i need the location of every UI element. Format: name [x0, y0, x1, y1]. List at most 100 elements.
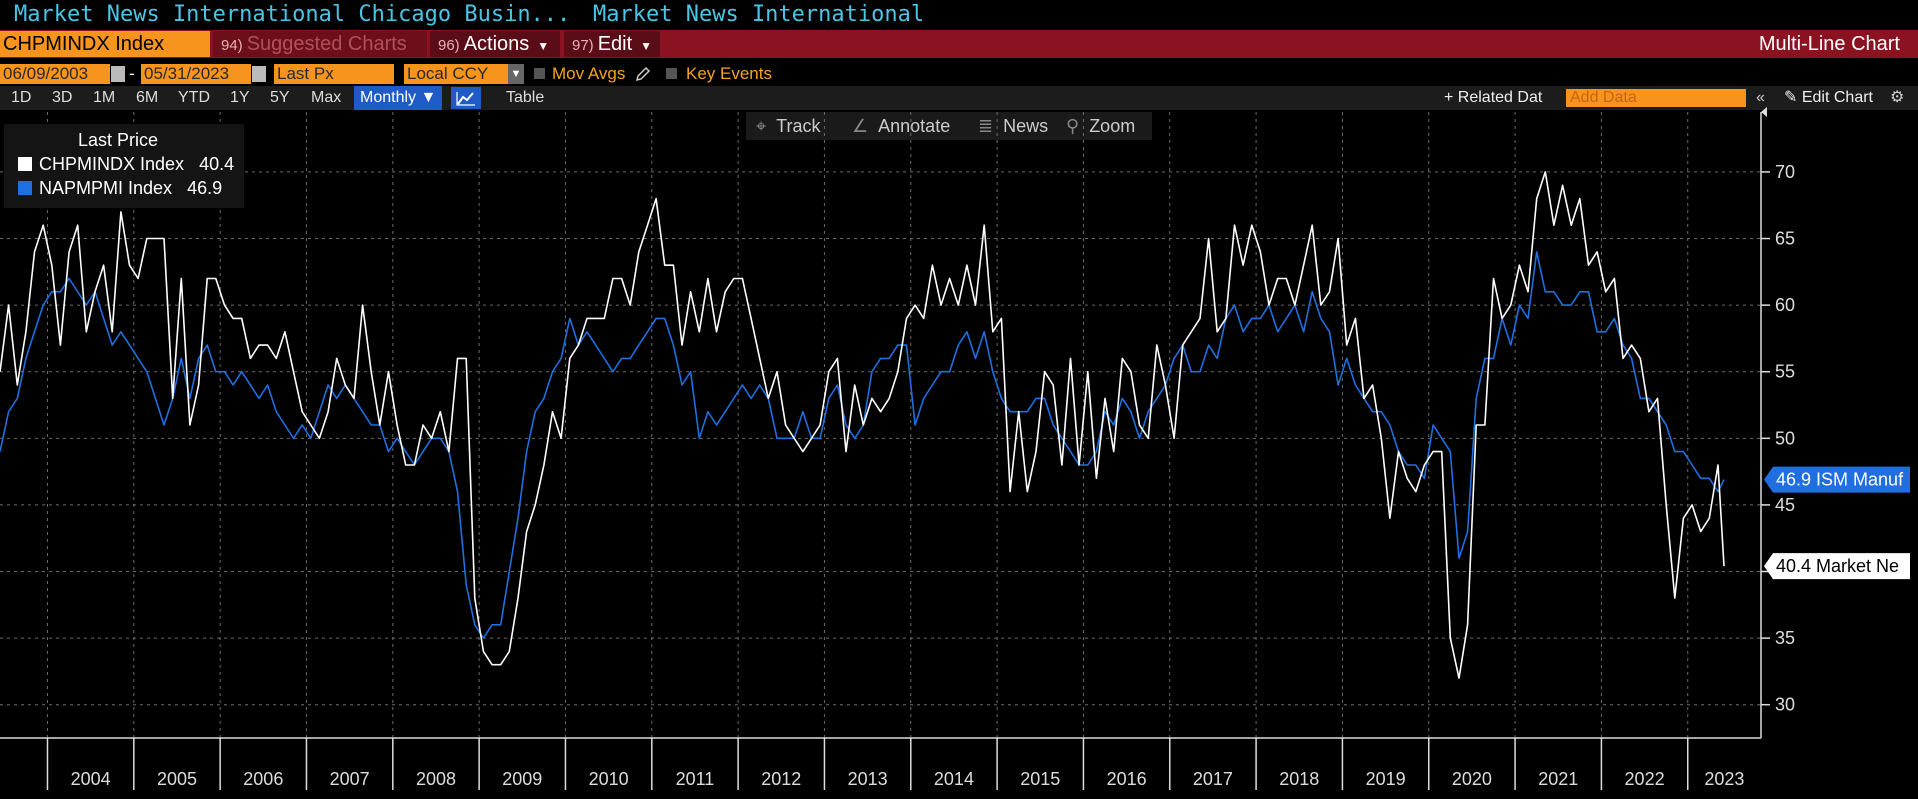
legend-heading: Last Price: [78, 130, 159, 150]
end-date-field[interactable]: 05/31/2023: [141, 64, 251, 84]
legend-swatch: [18, 157, 32, 171]
x-tick-label: 2021: [1538, 769, 1578, 789]
period-1d[interactable]: 1D: [11, 89, 32, 106]
legend-item-chpmindx[interactable]: CHPMINDX Index 40.4: [18, 154, 234, 175]
legend-label: NAPMPMI Index: [39, 178, 173, 198]
actions-menu-button[interactable]: 96) Actions ▼: [430, 31, 560, 57]
add-data-input[interactable]: Add Data: [1566, 89, 1746, 107]
edit-number: 97): [572, 37, 594, 54]
mov-avgs-label[interactable]: Mov Avgs: [552, 64, 626, 83]
security-title[interactable]: Market News International Chicago Busin.…: [14, 2, 571, 27]
actions-number: 96): [438, 37, 460, 54]
x-tick-label: 2017: [1193, 769, 1233, 789]
source-title[interactable]: Market News International: [593, 2, 925, 27]
mni-end-marker: 40.4 Market Ne: [1764, 553, 1910, 580]
y-tick-label: 55: [1775, 362, 1795, 382]
edit-chart-button[interactable]: ✎ Edit Chart: [1784, 86, 1873, 110]
napmpmi-line: [0, 251, 1725, 639]
annotate-tool[interactable]: ∠ Annotate: [852, 112, 950, 140]
period-ytd[interactable]: YTD: [178, 89, 210, 106]
related-data-button[interactable]: + Related Dat: [1444, 89, 1543, 106]
suggested-charts-label: Suggested Charts: [246, 33, 407, 55]
marker-badge: [1764, 466, 1910, 493]
chart-axes: 30 35 40 45 50 55 60 65 70 2004 2005 2006 2007 2008 20…: [0, 107, 1795, 790]
x-tick-label: 2007: [330, 769, 370, 789]
period-max[interactable]: Max: [311, 89, 342, 106]
key-events-checkbox[interactable]: [666, 68, 677, 79]
ism-end-marker: 46.9 ISM Manuf: [1764, 466, 1910, 493]
x-tick-label: 2015: [1020, 769, 1060, 789]
period-6m[interactable]: 6M: [136, 89, 159, 106]
pencil-icon: ✎: [1784, 89, 1802, 106]
y-tick-label: 65: [1775, 229, 1795, 249]
chevron-down-icon: ▼: [640, 39, 653, 53]
period-3d[interactable]: 3D: [52, 89, 73, 106]
zoom-label: Zoom: [1089, 116, 1136, 136]
y-tick-label: 35: [1775, 628, 1795, 648]
edit-menu-button[interactable]: 97) Edit ▼: [564, 31, 660, 57]
x-tick-label: 2006: [243, 769, 283, 789]
y-tick-label: 30: [1775, 695, 1795, 715]
legend-item-napmpmi[interactable]: NAPMPMI Index 46.9: [18, 178, 222, 199]
x-tick-label: 2011: [676, 769, 715, 789]
news-label: News: [1003, 116, 1049, 136]
x-tick-label: 2005: [157, 769, 197, 789]
chart-series: [0, 171, 1725, 679]
mov-avgs-checkbox[interactable]: [534, 68, 545, 79]
price-field-select[interactable]: Last Px: [274, 64, 394, 84]
x-tick-label: 2020: [1452, 769, 1492, 789]
x-tick-label: 2019: [1366, 769, 1406, 789]
period-5y[interactable]: 5Y: [270, 89, 290, 106]
table-view-button[interactable]: Table: [506, 89, 545, 106]
annotate-label: Annotate: [878, 116, 951, 136]
crosshair-icon: ⌖: [756, 116, 767, 136]
calendar-icon[interactable]: [252, 66, 266, 82]
x-tick-label: 2016: [1107, 769, 1147, 789]
ticker-field[interactable]: CHPMINDX Index: [0, 31, 210, 57]
legend-swatch: [18, 181, 32, 195]
chart-type-label: Multi-Line Chart: [1758, 33, 1900, 55]
chpmindx-line: [0, 171, 1725, 679]
marker-label: 40.4 Market Ne: [1776, 556, 1899, 576]
track-label: Track: [776, 116, 821, 136]
x-tick-label: 2010: [589, 769, 629, 789]
gear-icon[interactable]: ⚙: [1890, 89, 1905, 106]
y-tick-label: 60: [1775, 295, 1795, 315]
marker-badge: [1764, 553, 1910, 580]
legend-value: 46.9: [187, 178, 223, 198]
chevron-down-icon[interactable]: ▼: [508, 64, 524, 84]
chart-tools-bar: ⌖ Track ∠ Annotate ≣ News ⚲ Zoom: [746, 112, 1152, 140]
x-tick-label: 2014: [934, 769, 974, 789]
collapse-icon[interactable]: «: [1756, 89, 1765, 106]
chart-settings-row: 06/09/2003 - 05/31/2023 Last Px Local CC…: [0, 62, 1918, 86]
period-1y[interactable]: 1Y: [230, 89, 250, 106]
date-separator: -: [129, 64, 135, 83]
zoom-tool[interactable]: ⚲ Zoom: [1066, 112, 1135, 140]
y-tick-label: 40: [1775, 562, 1795, 582]
legend-label: CHPMINDX Index: [39, 154, 185, 174]
edit-chart-label: Edit Chart: [1801, 89, 1873, 106]
actions-label: Actions: [463, 33, 530, 55]
edit-label: Edit: [597, 33, 633, 55]
currency-select[interactable]: Local CCY: [404, 64, 510, 84]
y-tick-label: 50: [1775, 428, 1795, 448]
legend-value: 40.4: [199, 154, 235, 174]
x-tick-label: 2009: [502, 769, 542, 789]
suggested-charts-button[interactable]: 94) Suggested Charts: [213, 31, 427, 57]
track-tool[interactable]: ⌖ Track: [756, 112, 820, 140]
news-tool[interactable]: ≣ News: [978, 112, 1048, 140]
line-chart-icon[interactable]: [451, 87, 481, 109]
x-tick-label: 2023: [1704, 769, 1744, 789]
marker-label: 46.9 ISM Manuf: [1776, 470, 1904, 490]
start-date-field[interactable]: 06/09/2003: [0, 64, 110, 84]
period-toolbar: 1D 3D 1M 6M YTD 1Y 5Y Max Monthly ▼ Tabl…: [0, 86, 1918, 110]
suggested-charts-number: 94): [221, 37, 243, 54]
calendar-icon[interactable]: [111, 66, 125, 82]
key-events-label[interactable]: Key Events: [686, 64, 772, 83]
chart-grid: [0, 112, 1761, 738]
x-tick-label: 2018: [1279, 769, 1319, 789]
pencil-icon[interactable]: [635, 66, 651, 82]
frequency-select[interactable]: Monthly ▼: [354, 86, 443, 110]
y-tick-label: 45: [1775, 495, 1795, 515]
period-1m[interactable]: 1M: [93, 89, 116, 106]
